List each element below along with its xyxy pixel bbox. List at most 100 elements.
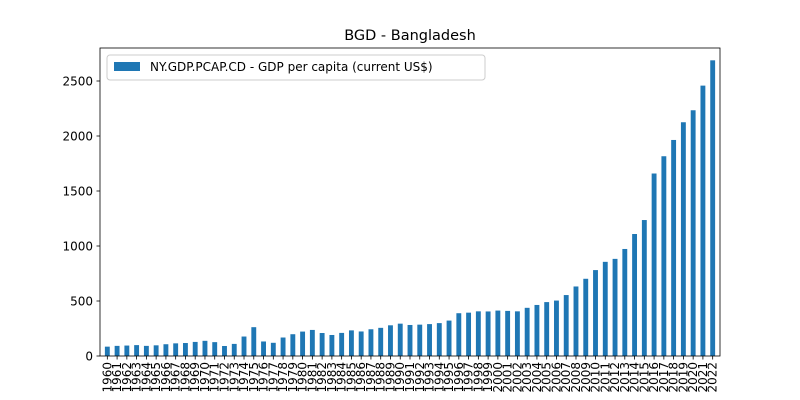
x-tick-label: 1966: [159, 362, 173, 393]
bar-1992: [417, 324, 423, 356]
x-tick-label: 1989: [383, 362, 397, 393]
x-tick-label: 1967: [169, 362, 183, 393]
bar-1987: [368, 329, 374, 356]
bar-2006: [554, 300, 559, 356]
x-tick-label: 1999: [481, 362, 495, 393]
bar-1983: [329, 334, 335, 356]
x-tick-label: 1976: [257, 362, 271, 393]
x-tick-label: 1980: [296, 362, 310, 393]
bar-1996: [456, 313, 462, 356]
bar-1963: [134, 345, 140, 356]
x-tick-label: 1985: [344, 362, 358, 393]
bar-1966: [163, 344, 169, 356]
legend-frame: [106, 54, 486, 81]
x-tick-label: 1973: [227, 362, 241, 393]
y-tick-label: 1500: [62, 185, 93, 199]
bar-2004: [534, 304, 540, 356]
bar-1990: [397, 323, 403, 356]
bar-2019: [680, 122, 686, 356]
legend-label: NY.GDP.PCAP.CD - GDP per capita (current…: [150, 60, 433, 74]
bar-2008: [573, 286, 579, 356]
bar-1965: [153, 345, 159, 356]
y-axis-ticks: 0 500 1000 1500 2000 2500: [62, 75, 100, 364]
chart-title: BGD - Bangladesh: [344, 28, 476, 44]
x-tick-label: 2021: [696, 362, 710, 393]
x-tick-label: 2018: [667, 362, 681, 393]
x-tick-label: 2009: [579, 362, 593, 393]
x-tick-label: 2019: [676, 362, 690, 393]
bar-1978: [280, 337, 286, 356]
x-tick-label: 2003: [520, 362, 534, 393]
bar-1998: [475, 311, 481, 356]
bar-2013: [622, 248, 628, 356]
bar-1982: [319, 333, 325, 356]
y-tick-label: 0: [85, 350, 93, 364]
bar-1981: [309, 329, 315, 356]
x-tick-label: 1974: [237, 362, 251, 393]
x-tick-label: 1962: [120, 362, 134, 393]
bar-1975: [251, 327, 257, 356]
x-tick-label: 1979: [286, 362, 300, 393]
x-tick-label: 1998: [471, 362, 485, 393]
bar-1967: [173, 343, 179, 356]
x-tick-label: 1969: [188, 362, 202, 393]
x-tick-label: 1972: [217, 362, 231, 393]
bars-group: [104, 60, 716, 357]
x-tick-label: 1964: [139, 362, 153, 393]
x-tick-label: 2015: [637, 362, 651, 393]
x-tick-label: 1986: [354, 362, 368, 393]
bar-1989: [388, 325, 393, 356]
bar-1984: [339, 332, 345, 356]
legend: NY.GDP.PCAP.CD - GDP per capita (current…: [106, 54, 486, 81]
x-tick-label: 2014: [628, 362, 642, 393]
x-tick-label: 1983: [325, 362, 339, 393]
x-tick-label: 2002: [510, 362, 524, 393]
x-tick-label: 2007: [559, 362, 573, 393]
bar-1976: [261, 341, 266, 356]
x-tick-label: 1978: [276, 362, 290, 393]
x-tick-label: 2004: [530, 362, 544, 393]
bar-1979: [290, 334, 296, 356]
bar-1977: [270, 342, 276, 356]
x-tick-label: 1995: [442, 362, 456, 393]
bar-1973: [231, 343, 237, 356]
bar-1999: [485, 311, 491, 356]
bar-2020: [690, 110, 696, 356]
x-tick-label: 1981: [305, 362, 319, 393]
bar-1962: [124, 345, 130, 356]
x-tick-label: 1963: [130, 362, 144, 393]
x-tick-label: 1960: [100, 362, 114, 393]
x-tick-label: 2013: [618, 362, 632, 393]
x-tick-label: 1982: [315, 362, 329, 393]
x-tick-label: 1991: [403, 362, 417, 393]
bar-2000: [495, 310, 501, 356]
plot-frame: [99, 47, 721, 357]
x-tick-label: 2010: [589, 362, 603, 393]
x-tick-label: 2016: [647, 362, 661, 393]
x-tick-label: 2008: [569, 362, 583, 393]
x-tick-label: 1961: [110, 362, 124, 393]
bar-1964: [143, 345, 149, 356]
bar-2017: [661, 156, 667, 356]
x-tick-label: 2011: [598, 362, 612, 393]
bar-1980: [300, 331, 306, 356]
x-axis-ticks: 1960196119621963196419651966196719681969…: [100, 356, 720, 393]
bar-1961: [114, 345, 120, 356]
bar-2011: [602, 261, 608, 356]
bar-2021: [700, 85, 706, 357]
x-tick-label: 2022: [706, 362, 720, 393]
x-tick-label: 2006: [549, 362, 563, 393]
y-tick-label: 2000: [62, 130, 93, 144]
bar-2001: [505, 310, 511, 356]
bar-1968: [182, 343, 188, 356]
x-tick-label: 1975: [247, 362, 261, 393]
x-tick-label: 1971: [208, 362, 222, 393]
y-tick-label: 2500: [62, 75, 93, 89]
bar-2010: [593, 270, 598, 356]
bar-1993: [427, 324, 432, 356]
bar-1960: [104, 346, 110, 356]
bar-2002: [514, 311, 520, 356]
bar-1997: [466, 312, 472, 356]
bar-1988: [378, 327, 384, 356]
